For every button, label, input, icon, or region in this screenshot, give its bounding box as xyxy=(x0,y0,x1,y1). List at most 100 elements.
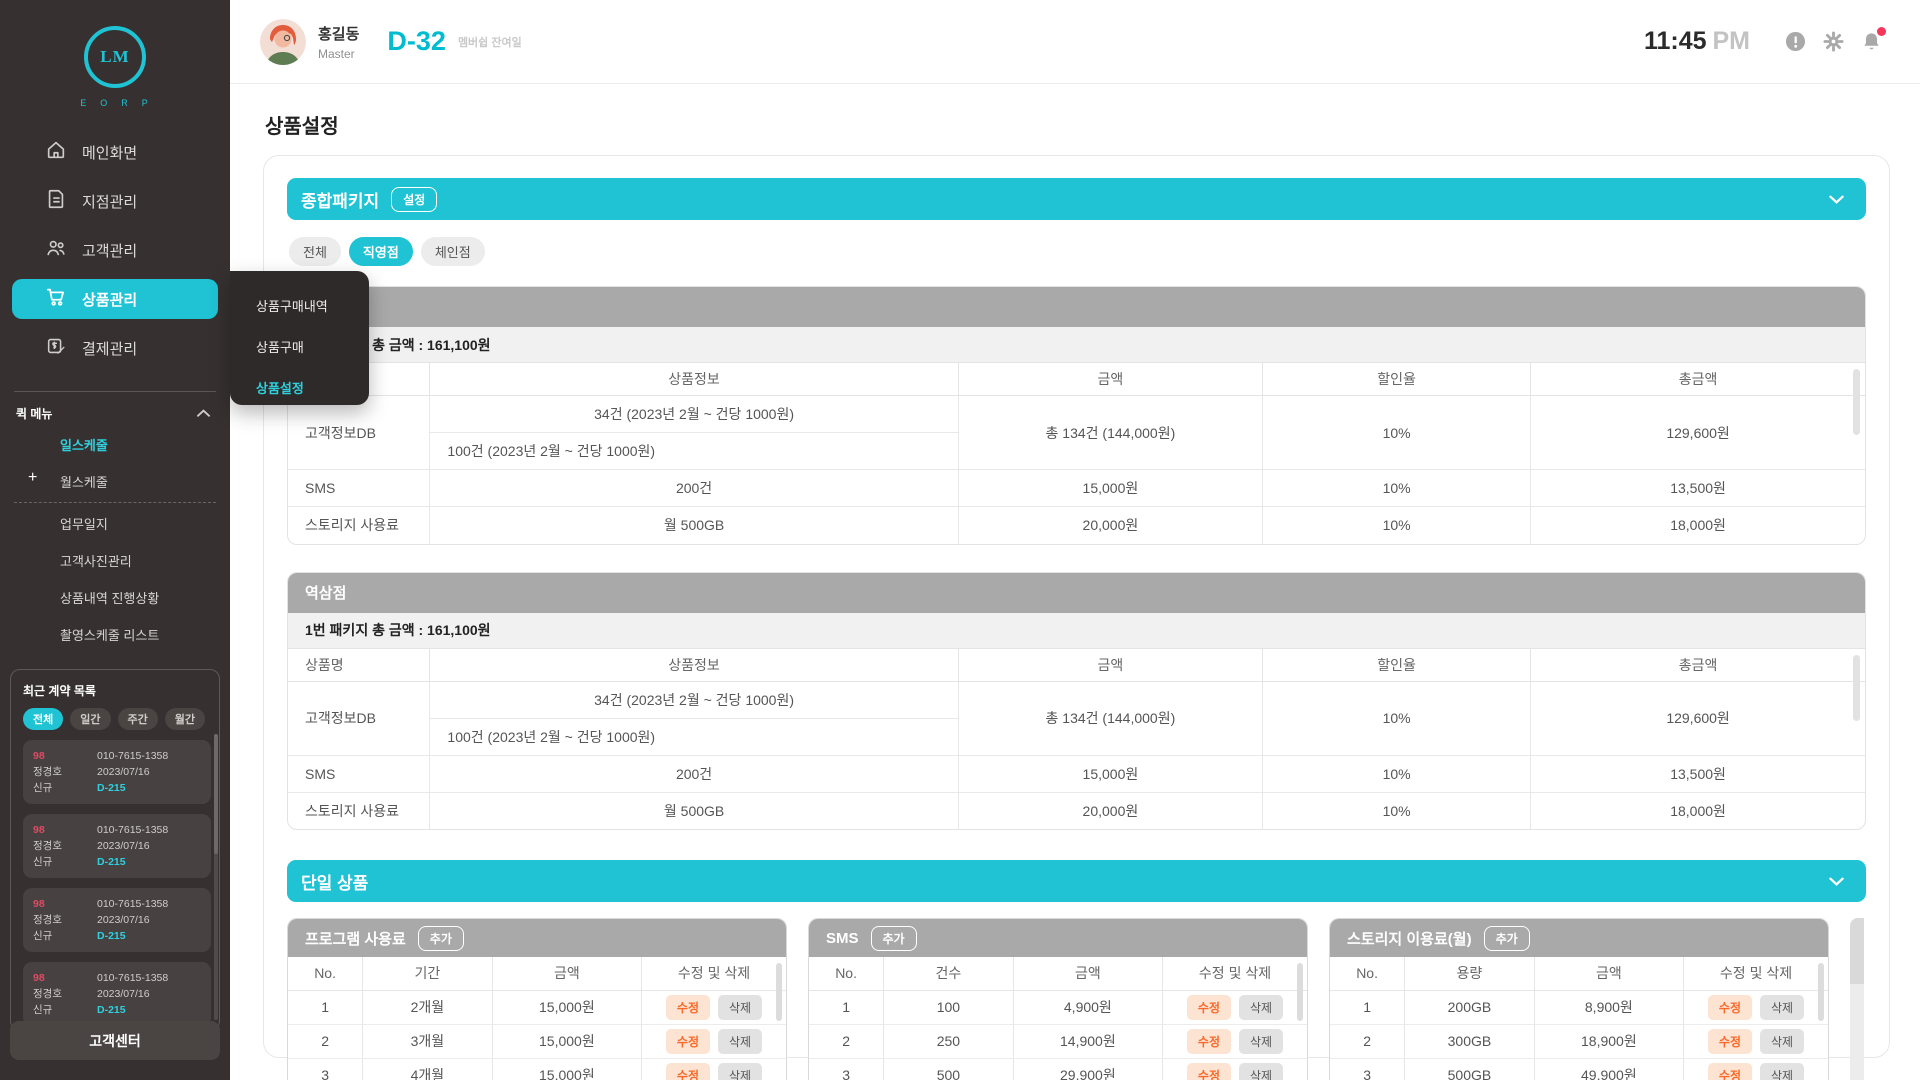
edit-button[interactable]: 수정 xyxy=(665,1062,711,1080)
table-row: 스토리지 사용료 월 500GB 20,000원 10% 18,000원 xyxy=(288,791,1865,829)
info-icon[interactable] xyxy=(1785,31,1806,52)
cell-amount: 15,000원 xyxy=(957,469,1264,507)
notifications-bell-icon[interactable] xyxy=(1861,27,1886,52)
edit-button[interactable]: 수정 xyxy=(1186,994,1232,1020)
col-discount: 할인율 xyxy=(1262,647,1532,682)
brand-logo: LM EORP xyxy=(68,26,162,108)
sidebar-item-customers[interactable]: 고객관리 xyxy=(12,230,218,270)
table-scrollbar[interactable] xyxy=(1853,369,1860,435)
col-total: 총금액 xyxy=(1530,647,1865,682)
quick-item-shooting-schedule[interactable]: 촬영스케줄 리스트 xyxy=(16,616,214,653)
add-button[interactable]: 추가 xyxy=(417,925,464,951)
tab-monthly[interactable]: 월간 xyxy=(164,708,205,730)
sidebar-item-payments[interactable]: 결제관리 xyxy=(12,328,218,368)
edit-button[interactable]: 수정 xyxy=(1707,1028,1753,1054)
single-product-section-bar: 단일 상품 xyxy=(287,860,1866,902)
add-button[interactable]: 추가 xyxy=(1483,925,1530,951)
table-scrollbar[interactable] xyxy=(1297,963,1303,1021)
logo-monogram: LM xyxy=(100,47,130,66)
col-amount: 금액 xyxy=(957,362,1264,396)
edit-button[interactable]: 수정 xyxy=(665,1028,711,1054)
store-section-1: 1번 패키지 총 금액 : 161,100원 상품명 상품정보 금액 할인율 총… xyxy=(287,286,1866,545)
recent-contracts-list: 98 정경호 신규 010-7615-1358 2023/07/16 D-215… xyxy=(23,740,211,1030)
edit-button[interactable]: 수정 xyxy=(1186,1062,1232,1080)
add-button[interactable]: 추가 xyxy=(870,925,917,951)
contract-count: 98 xyxy=(33,824,45,836)
col-no: No. xyxy=(1330,957,1405,991)
content: 상품설정 종합패키지 설정 전체 직영점 체인점 xyxy=(230,84,1920,1080)
delete-button[interactable]: 삭제 xyxy=(718,994,763,1020)
tab-daily[interactable]: 일간 xyxy=(70,708,111,730)
chevron-down-icon[interactable] xyxy=(1829,877,1844,886)
contract-phone: 010-7615-1358 xyxy=(97,824,169,836)
plus-icon[interactable]: + xyxy=(28,469,38,486)
contract-type: 신규 xyxy=(33,782,53,794)
quick-item-work-log[interactable]: 업무일지 xyxy=(16,505,214,542)
cell-total: 18,000원 xyxy=(1530,506,1865,544)
filter-tab-direct[interactable]: 직영점 xyxy=(348,237,413,266)
delete-button[interactable]: 삭제 xyxy=(1239,994,1284,1020)
table-scrollbar[interactable] xyxy=(1853,654,1860,721)
submenu-item-purchase[interactable]: 상품구매 xyxy=(256,340,304,355)
chevron-down-icon[interactable] xyxy=(1829,195,1844,204)
filter-tab-all[interactable]: 전체 xyxy=(289,237,341,266)
settings-gear-icon[interactable] xyxy=(1823,31,1844,52)
quick-menu-header[interactable]: 퀵 메뉴 xyxy=(16,404,210,422)
notification-badge xyxy=(1877,27,1886,36)
col-actions: 수정 및 삭제 xyxy=(641,957,786,991)
cell-product-info: 100건 (2023년 2월 ~ 건당 1000원) xyxy=(429,432,959,470)
package-config-button[interactable]: 설정 xyxy=(391,186,438,212)
quick-item-product-progress[interactable]: 상품내역 진행상황 xyxy=(16,579,214,616)
delete-button[interactable]: 삭제 xyxy=(718,1062,763,1080)
contract-card[interactable]: 98 정경호 신규 010-7615-1358 2023/07/16 D-215 xyxy=(23,814,211,878)
tab-all[interactable]: 전체 xyxy=(23,708,64,730)
home-icon xyxy=(45,139,67,165)
sidebar-divider xyxy=(14,391,216,392)
delete-button[interactable]: 삭제 xyxy=(1760,1028,1805,1054)
cell-amount: 총 134건 (144,000원) xyxy=(957,395,1264,470)
cell-amount: 15,000원 xyxy=(957,754,1264,793)
edit-button[interactable]: 수정 xyxy=(1707,994,1753,1020)
quick-item-label: 상품내역 진행상황 xyxy=(60,591,160,606)
sidebar-item-main[interactable]: 메인화면 xyxy=(12,132,218,172)
delete-button[interactable]: 삭제 xyxy=(1760,994,1805,1020)
avatar[interactable] xyxy=(260,18,306,65)
cell-total: 13,500원 xyxy=(1530,469,1865,507)
submenu-item-product-settings[interactable]: 상품설정 xyxy=(256,381,304,396)
contract-card[interactable]: 98 정경호 신규 010-7615-1358 2023/07/16 D-215 xyxy=(23,888,211,952)
recent-list-scrollbar[interactable] xyxy=(214,734,218,1020)
contract-type: 신규 xyxy=(33,930,53,942)
edit-button[interactable]: 수정 xyxy=(665,994,711,1020)
package-section-title: 종합패키지 xyxy=(301,191,380,211)
delete-button[interactable]: 삭제 xyxy=(718,1028,763,1054)
quick-item-customer-photos[interactable]: 고객사진관리 xyxy=(16,542,214,579)
delete-button[interactable]: 삭제 xyxy=(1239,1028,1284,1054)
contract-card[interactable]: 98 정경호 신규 010-7615-1358 2023/07/16 D-215 xyxy=(23,740,211,804)
store-section-2: 역삼점 1번 패키지 총 금액 : 161,100원 상품명 상품정보 금액 할… xyxy=(287,571,1866,830)
table-row: 고객정보DB 34건 (2023년 2월 ~ 건당 1000원) 총 134건 … xyxy=(288,395,1865,470)
sidebar-item-branch[interactable]: 지점관리 xyxy=(12,181,218,221)
support-center-button[interactable]: 고객센터 xyxy=(10,1021,220,1060)
edit-button[interactable]: 수정 xyxy=(1186,1028,1232,1054)
quick-item-label: 촬영스케줄 리스트 xyxy=(60,628,160,643)
cell-product-info: 200건 xyxy=(429,469,959,507)
table-scrollbar[interactable] xyxy=(776,963,782,1021)
quick-item-month-schedule[interactable]: + 월스케줄 xyxy=(16,463,214,500)
delete-button[interactable]: 삭제 xyxy=(1239,1062,1284,1080)
submenu-item-purchase-history[interactable]: 상품구매내역 xyxy=(256,299,328,314)
table-row: 3 500GB 49,900원 수정 삭제 xyxy=(1330,1058,1828,1080)
chevron-up-icon[interactable] xyxy=(197,404,210,422)
contract-card[interactable]: 98 정경호 신규 010-7615-1358 2023/07/16 D-215 xyxy=(23,962,211,1026)
tab-weekly[interactable]: 주간 xyxy=(117,708,158,730)
filter-tab-chain[interactable]: 체인점 xyxy=(420,237,485,266)
table-scrollbar[interactable] xyxy=(1818,963,1824,1021)
edit-button[interactable]: 수정 xyxy=(1707,1062,1753,1080)
recent-contracts-tabs: 전체 일간 주간 월간 xyxy=(23,708,211,730)
cell-product-info: 100건 (2023년 2월 ~ 건당 1000원) xyxy=(429,717,959,756)
product-card-sms: SMS 추가 No. 건수 금액 수정 및 삭제 xyxy=(808,918,1308,1080)
contract-name: 정경호 xyxy=(33,914,62,926)
table-row: 1 100 4,900원 수정 삭제 xyxy=(809,990,1307,1025)
delete-button[interactable]: 삭제 xyxy=(1760,1062,1805,1080)
sidebar-item-products[interactable]: 상품관리 xyxy=(12,279,218,319)
quick-item-day-schedule[interactable]: 일스케줄 xyxy=(16,426,214,463)
